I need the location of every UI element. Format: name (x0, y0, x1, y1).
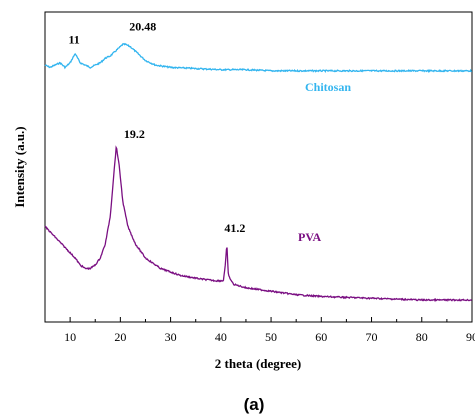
x-axis-title: 2 theta (degree) (215, 356, 301, 371)
x-axis: 10 20 30 40 50 60 70 80 90 (64, 317, 475, 344)
series-label-pva: PVA (298, 230, 321, 244)
x-tick-label: 20 (114, 330, 126, 344)
peak-label: 19.2 (124, 127, 145, 141)
x-tick-label: 30 (165, 330, 177, 344)
x-tick-label: 70 (366, 330, 378, 344)
x-tick-label: 60 (315, 330, 327, 344)
x-tick-label: 90 (466, 330, 475, 344)
series-line-chitosan (44, 42, 472, 73)
panel-label: (a) (244, 395, 265, 414)
series-label-chitosan: Chitosan (305, 80, 351, 94)
peak-label: 11 (68, 33, 79, 47)
plot-frame (44, 11, 473, 323)
x-tick-label: 80 (416, 330, 428, 344)
series-line-pva (44, 145, 473, 303)
y-axis-title: Intensity (a.u.) (12, 126, 27, 207)
series-layer (44, 42, 473, 303)
x-tick-label: 50 (265, 330, 277, 344)
x-tick-label: 40 (215, 330, 227, 344)
x-tick-label: 10 (64, 330, 76, 344)
peak-label: 20.48 (129, 19, 156, 33)
peak-label: 41.2 (224, 221, 245, 235)
peak-annotations: 11 20.48 19.2 41.2 (68, 19, 245, 235)
